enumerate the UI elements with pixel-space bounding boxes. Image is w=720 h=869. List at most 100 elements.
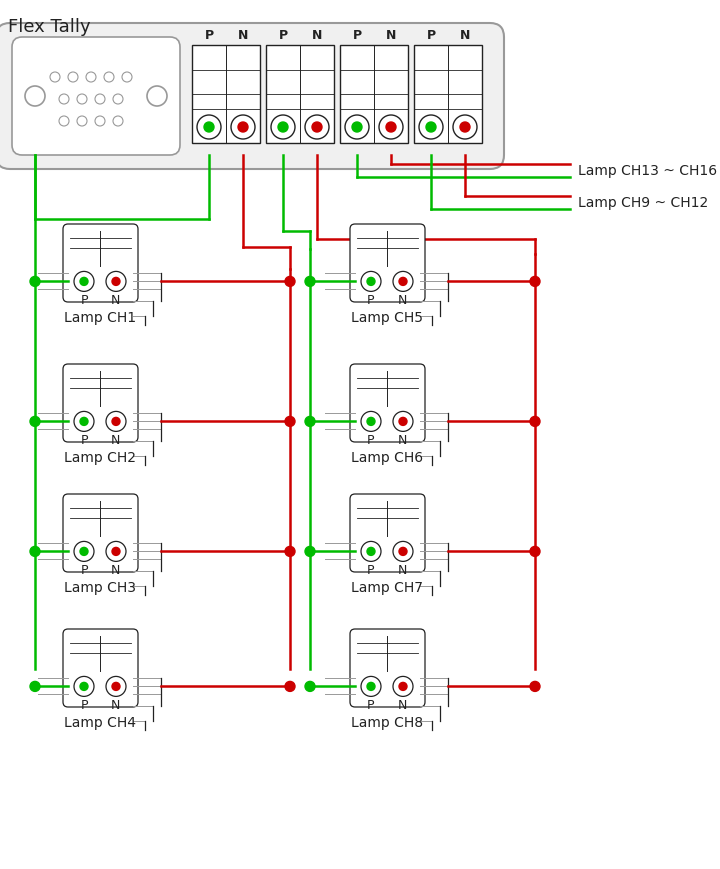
Circle shape: [95, 116, 105, 127]
Bar: [340, 46, 408, 144]
Circle shape: [106, 272, 126, 292]
Text: N: N: [312, 29, 322, 42]
Text: P: P: [204, 29, 214, 42]
Circle shape: [74, 677, 94, 697]
Text: N: N: [110, 294, 120, 307]
Circle shape: [393, 412, 413, 432]
Bar: [414, 46, 482, 144]
Circle shape: [345, 116, 369, 140]
Circle shape: [361, 272, 381, 292]
Circle shape: [122, 73, 132, 83]
Text: P: P: [80, 563, 88, 576]
Circle shape: [305, 547, 315, 557]
Circle shape: [77, 95, 87, 105]
Text: N: N: [110, 698, 120, 711]
Text: Lamp CH2: Lamp CH2: [64, 450, 136, 464]
Text: N: N: [386, 29, 396, 42]
Circle shape: [305, 277, 315, 287]
Circle shape: [530, 417, 540, 427]
Circle shape: [367, 278, 375, 286]
Circle shape: [80, 418, 88, 426]
Text: Lamp CH4: Lamp CH4: [64, 715, 136, 729]
FancyBboxPatch shape: [63, 629, 138, 707]
Circle shape: [453, 116, 477, 140]
FancyBboxPatch shape: [12, 38, 180, 156]
Text: Lamp CH1: Lamp CH1: [64, 310, 136, 325]
Circle shape: [285, 681, 295, 692]
Text: P: P: [80, 698, 88, 711]
Bar: [266, 46, 334, 144]
Circle shape: [80, 683, 88, 691]
Circle shape: [86, 73, 96, 83]
Circle shape: [74, 272, 94, 292]
Text: N: N: [397, 563, 407, 576]
Text: Lamp CH9 ~ CH12: Lamp CH9 ~ CH12: [578, 196, 708, 209]
Text: Lamp CH7: Lamp CH7: [351, 580, 423, 594]
Circle shape: [399, 418, 407, 426]
Circle shape: [30, 417, 40, 427]
Circle shape: [104, 73, 114, 83]
Circle shape: [305, 681, 315, 692]
Text: Flex Tally: Flex Tally: [8, 18, 91, 36]
Circle shape: [312, 123, 322, 133]
Circle shape: [113, 116, 123, 127]
Circle shape: [74, 541, 94, 561]
Circle shape: [367, 547, 375, 556]
Circle shape: [379, 116, 403, 140]
Circle shape: [30, 277, 40, 287]
Circle shape: [112, 418, 120, 426]
Circle shape: [106, 541, 126, 561]
Text: Lamp CH5: Lamp CH5: [351, 310, 423, 325]
Circle shape: [95, 95, 105, 105]
Circle shape: [285, 277, 295, 287]
Circle shape: [530, 681, 540, 692]
Circle shape: [460, 123, 470, 133]
Text: Lamp CH13 ~ CH16: Lamp CH13 ~ CH16: [578, 164, 717, 178]
Circle shape: [80, 547, 88, 556]
Circle shape: [530, 547, 540, 557]
Circle shape: [238, 123, 248, 133]
FancyBboxPatch shape: [350, 629, 425, 707]
Text: Lamp CH6: Lamp CH6: [351, 450, 423, 464]
Circle shape: [399, 547, 407, 556]
Circle shape: [393, 541, 413, 561]
Circle shape: [426, 123, 436, 133]
Text: P: P: [80, 434, 88, 447]
Text: N: N: [110, 563, 120, 576]
Circle shape: [419, 116, 443, 140]
Text: P: P: [367, 698, 374, 711]
Circle shape: [367, 418, 375, 426]
Circle shape: [74, 412, 94, 432]
Circle shape: [399, 278, 407, 286]
Circle shape: [361, 541, 381, 561]
FancyBboxPatch shape: [350, 225, 425, 302]
Circle shape: [285, 417, 295, 427]
Text: P: P: [279, 29, 287, 42]
FancyBboxPatch shape: [63, 494, 138, 573]
Circle shape: [112, 683, 120, 691]
Circle shape: [399, 683, 407, 691]
Circle shape: [112, 547, 120, 556]
Text: Lamp CH3: Lamp CH3: [64, 580, 136, 594]
Circle shape: [352, 123, 362, 133]
FancyBboxPatch shape: [0, 24, 504, 169]
Circle shape: [361, 677, 381, 697]
Circle shape: [113, 95, 123, 105]
Text: N: N: [397, 294, 407, 307]
Circle shape: [278, 123, 288, 133]
Circle shape: [50, 73, 60, 83]
Text: N: N: [460, 29, 470, 42]
Circle shape: [197, 116, 221, 140]
Text: N: N: [110, 434, 120, 447]
Text: N: N: [238, 29, 248, 42]
Circle shape: [30, 681, 40, 692]
FancyBboxPatch shape: [350, 365, 425, 442]
Text: P: P: [352, 29, 361, 42]
Circle shape: [285, 547, 295, 557]
Text: Lamp CH8: Lamp CH8: [351, 715, 423, 729]
Circle shape: [305, 116, 329, 140]
Circle shape: [106, 412, 126, 432]
FancyBboxPatch shape: [350, 494, 425, 573]
FancyBboxPatch shape: [63, 225, 138, 302]
Circle shape: [231, 116, 255, 140]
